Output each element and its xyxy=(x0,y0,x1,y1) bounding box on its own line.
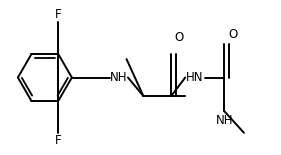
Text: HN: HN xyxy=(186,71,204,84)
Text: NH: NH xyxy=(216,114,233,127)
Text: NH: NH xyxy=(110,71,128,84)
Text: F: F xyxy=(55,134,62,147)
Text: F: F xyxy=(55,8,62,21)
Text: O: O xyxy=(228,28,237,41)
Text: O: O xyxy=(175,31,184,44)
